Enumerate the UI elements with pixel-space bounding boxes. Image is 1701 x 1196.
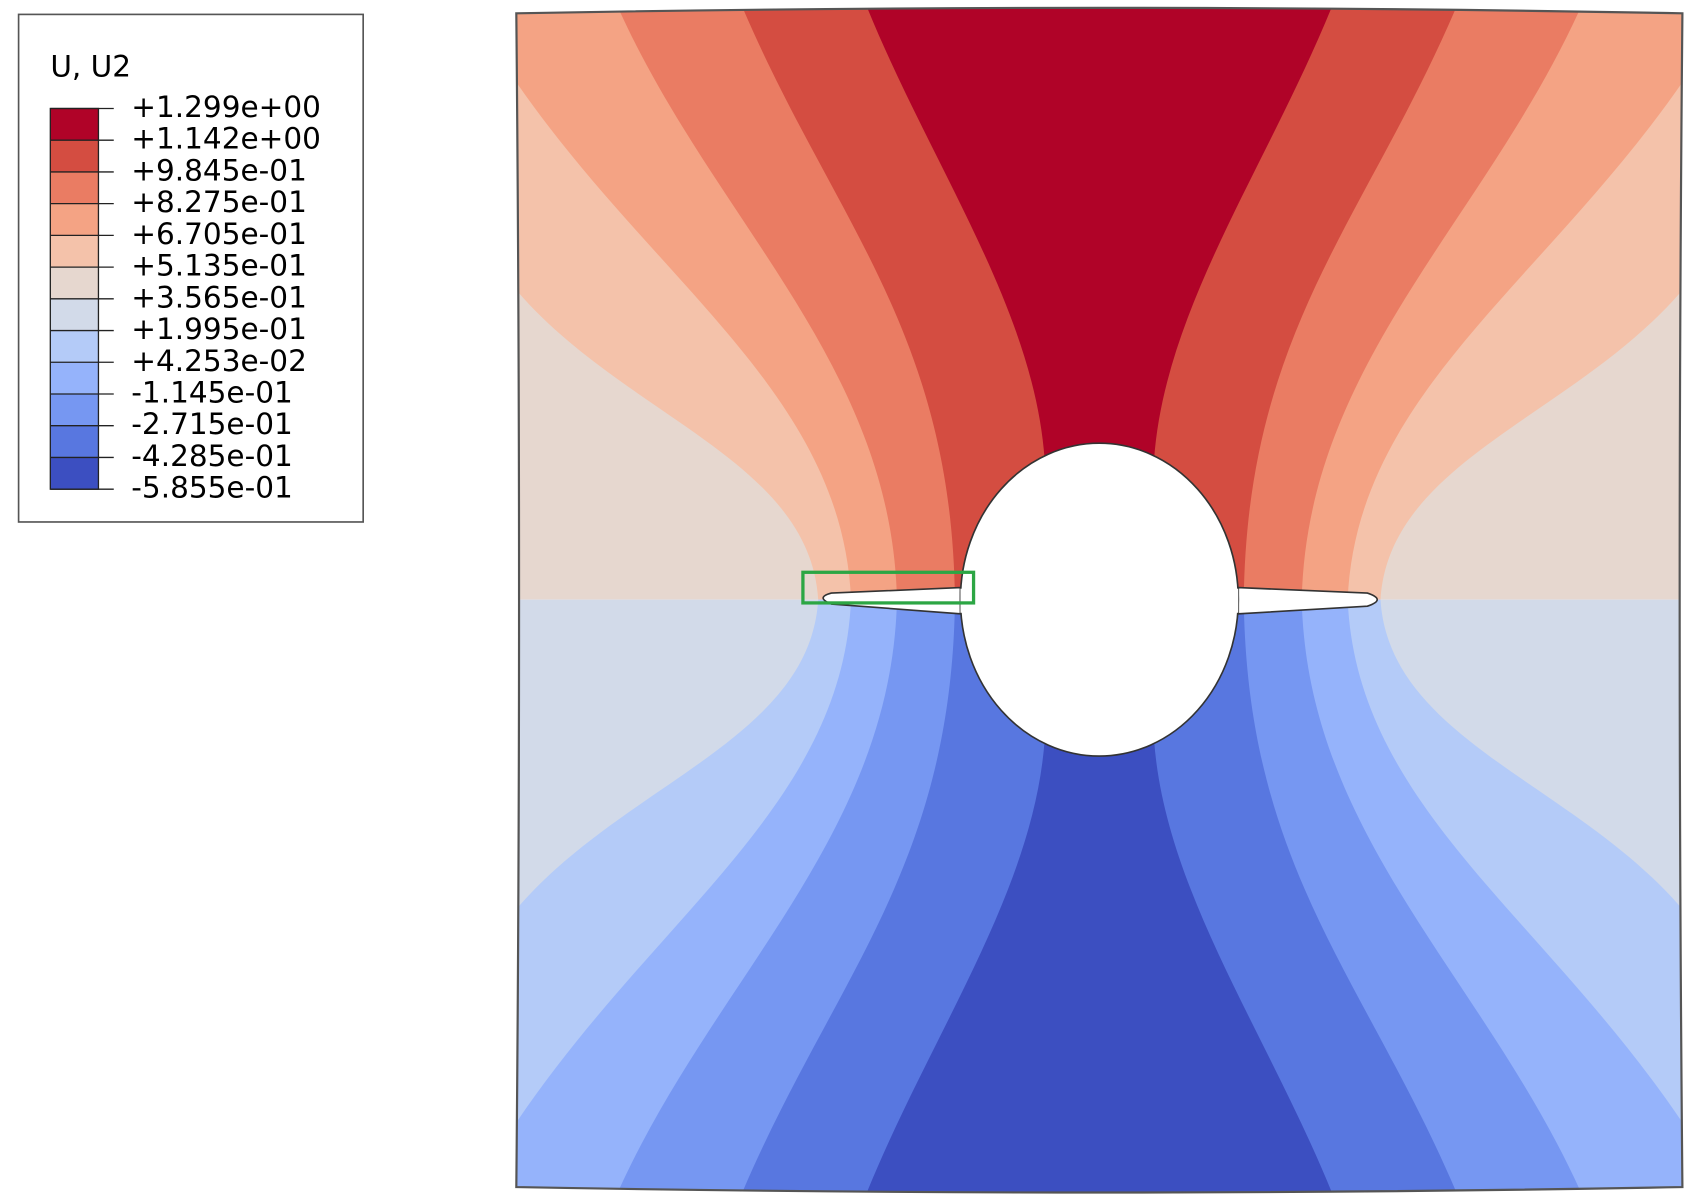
legend-label: -4.285e-01 (131, 439, 293, 473)
lower-contours (516, 599, 1683, 1193)
legend-swatch (50, 457, 99, 490)
legend-label: +4.253e-02 (131, 344, 307, 378)
legend-label: -5.855e-01 (131, 471, 293, 505)
upper-contours (516, 7, 1683, 600)
legend-swatch (50, 171, 99, 204)
legend-label: -1.145e-01 (131, 375, 293, 409)
crack-right (1237, 586, 1379, 615)
legend-label: +1.299e+00 (131, 90, 321, 124)
legend-label: +1.995e-01 (131, 312, 307, 346)
legend-swatch (50, 425, 99, 458)
legend-swatch (50, 298, 99, 331)
contour-plot (516, 7, 1683, 1193)
contour-band (864, 739, 1335, 1193)
contour-band (864, 7, 1335, 460)
legend-label: +5.135e-01 (131, 249, 307, 283)
legend-swatch (50, 330, 99, 363)
legend-swatch (50, 362, 99, 394)
legend-bar-outline (49, 107, 100, 490)
legend-label: +3.565e-01 (131, 280, 307, 314)
legend-label: +8.275e-01 (131, 185, 307, 219)
legend: U, U2 +1.299e+00+1.142e+00+9.845e-01+8.2… (17, 13, 364, 523)
legend-label: +9.845e-01 (131, 153, 307, 187)
legend-swatch (50, 393, 99, 426)
legend-swatch (50, 140, 99, 172)
legend-swatch (50, 203, 99, 236)
legend-swatch (50, 267, 99, 299)
legend-label: +6.705e-01 (131, 217, 307, 251)
legend-label: -2.715e-01 (131, 407, 293, 441)
legend-swatch (50, 108, 99, 141)
legend-swatch (50, 235, 99, 268)
hole-fill (960, 588, 1239, 613)
plate-outline (515, 6, 1684, 1194)
legend-label: +1.142e+00 (131, 122, 321, 156)
selection-box (801, 570, 976, 605)
legend-title: U, U2 (50, 50, 131, 84)
